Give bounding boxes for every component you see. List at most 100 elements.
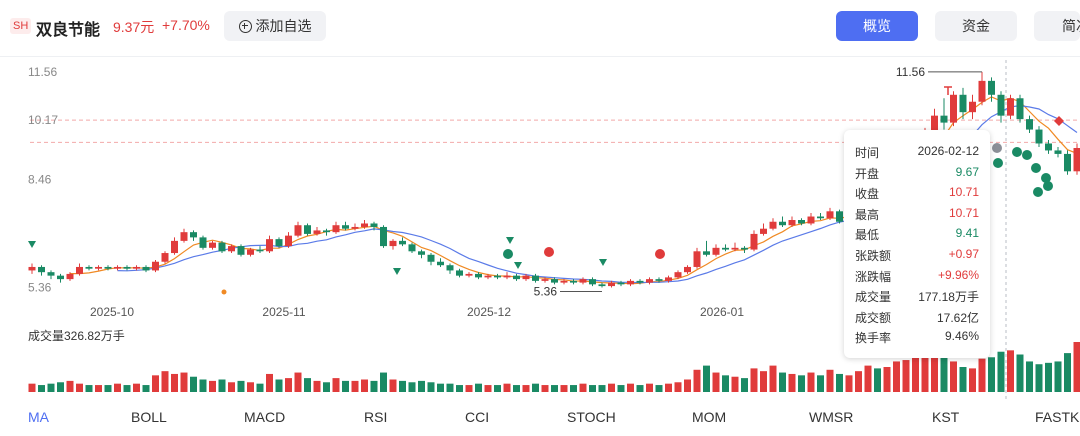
indicator-tab-fastk[interactable]: FASTK (1035, 409, 1080, 425)
tab-profile[interactable]: 简况 (1034, 11, 1080, 41)
candle-body (38, 266, 45, 273)
signal-triangle (599, 259, 607, 266)
indicator-tab-mom[interactable]: MOM (692, 409, 727, 425)
candle-body (361, 223, 368, 227)
candle-body (180, 232, 188, 241)
volume-bar (503, 383, 511, 392)
candle-body (1007, 98, 1014, 116)
signal-dot (1033, 187, 1043, 197)
volume-bar (171, 373, 178, 392)
tooltip-value: 177.18万手 (918, 290, 979, 305)
tooltip-row: 换手率 9.46% (855, 329, 979, 347)
volume-bar (399, 380, 406, 392)
volume-bar (437, 383, 444, 392)
candle-body (1054, 150, 1062, 154)
signal-dot (221, 289, 227, 295)
candle-body (285, 235, 292, 247)
candle-body (247, 249, 254, 255)
x-tick-label: 2025-11 (262, 305, 305, 319)
volume-bar (627, 383, 634, 392)
indicator-tab-kst[interactable]: KST (932, 409, 960, 425)
volume-bar (684, 379, 691, 392)
volume-bar (285, 378, 292, 392)
volume-bar (389, 379, 397, 392)
volume-bar (959, 367, 967, 392)
volume-bar (731, 376, 739, 392)
candle-body (522, 275, 530, 280)
candle-body (988, 80, 995, 95)
stock-price: 9.37元 (113, 19, 155, 35)
candle-body (598, 284, 606, 287)
volume-bar (912, 355, 919, 392)
candle-tooltip: 时间 2026-02-12 开盘 9.67 收盘 10.71 最高 10.71 最低 9.41 张跌… (844, 130, 990, 358)
candle-body (418, 251, 425, 255)
tooltip-value: 2026-02-12 (917, 144, 979, 158)
volume-bar (513, 385, 520, 392)
candle-body (389, 240, 397, 247)
tab-overview[interactable]: 概览 (836, 11, 918, 41)
volume-bar (722, 375, 729, 392)
candle-body (513, 275, 520, 280)
indicator-tab-cci[interactable]: CCI (465, 409, 490, 425)
candle-body (826, 211, 834, 219)
y-tick-label: 11.56 (28, 65, 57, 79)
volume-bar (893, 361, 900, 392)
tooltip-label: 最高 (855, 207, 880, 222)
tooltip-row: 最低 9.41 (855, 226, 979, 244)
candle-body (199, 237, 207, 248)
candle-body (114, 266, 121, 269)
tab-funds[interactable]: 资金 (935, 11, 1017, 41)
candle-body (940, 115, 948, 123)
candle-body (570, 280, 577, 283)
volume-bar (427, 382, 435, 392)
indicator-tab-wmsr[interactable]: WMSR (809, 409, 854, 425)
tooltip-value: 9.67 (955, 164, 979, 179)
candle-body (484, 275, 492, 278)
indicator-tab-ma[interactable]: MA (28, 409, 49, 425)
indicator-tab-boll[interactable]: BOLL (131, 409, 167, 425)
stock-name: 双良节能 (36, 22, 101, 39)
indicator-tab-macd[interactable]: MACD (244, 409, 286, 425)
candle-body (161, 253, 169, 262)
indicator-tab-rsi[interactable]: RSI (364, 409, 388, 425)
tab-overview-label: 概览 (863, 18, 891, 34)
volume-bar (693, 369, 701, 392)
volume-bar (47, 383, 55, 392)
candle-body (560, 280, 568, 283)
volume-bar (541, 385, 549, 392)
add-watchlist-button[interactable]: 添加自选 (224, 11, 326, 41)
candle-body (209, 242, 216, 248)
tooltip-value: +0.97 (948, 247, 979, 261)
volume-bar (589, 385, 596, 392)
signal-triangle (393, 268, 401, 275)
candle-body (589, 279, 596, 285)
volume-bar (180, 372, 188, 392)
candle-body (85, 266, 93, 269)
volume-bar (646, 383, 653, 392)
tooltip-value: 9.46% (944, 329, 979, 344)
tooltip-row: 时间 2026-02-12 (855, 144, 979, 162)
x-tick-label: 2025-12 (467, 305, 511, 319)
candle-body (171, 240, 178, 254)
volume-bar (142, 385, 150, 392)
candle-body (142, 266, 150, 271)
candle-body (351, 226, 359, 229)
candle-body (1073, 148, 1080, 172)
candle-body (646, 279, 653, 283)
indicator-tab-stoch[interactable]: STOCH (567, 409, 616, 425)
candle-body (731, 247, 739, 250)
add-watchlist-label: 添加自选 (255, 18, 312, 34)
volume-bar (351, 380, 359, 392)
tooltip-row: 张跌额 +0.97 (855, 247, 979, 265)
volume-bar (332, 378, 340, 392)
candle-body (66, 273, 74, 280)
volume-bar (1026, 361, 1033, 392)
volume-bar (1054, 361, 1062, 392)
candle-body (323, 230, 330, 233)
volume-bar (218, 379, 226, 392)
volume-bar (123, 385, 131, 392)
volume-bar (608, 383, 615, 392)
volume-bar (494, 385, 501, 392)
volume-bar (199, 379, 207, 392)
